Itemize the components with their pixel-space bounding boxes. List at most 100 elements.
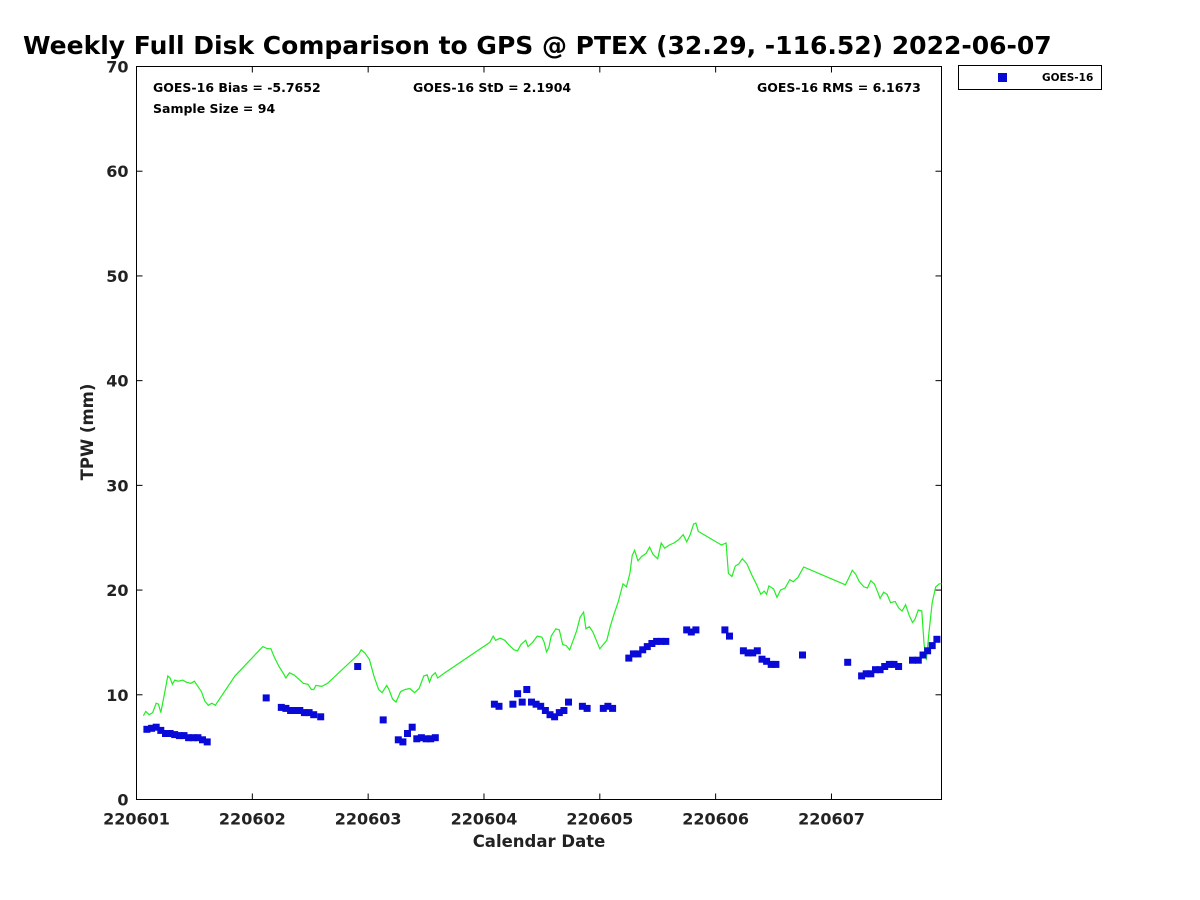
goes-point bbox=[495, 702, 503, 710]
y-tick-label: 70 bbox=[106, 58, 128, 77]
goes-point bbox=[490, 700, 498, 708]
legend-marker bbox=[998, 73, 1007, 82]
goes-point bbox=[180, 732, 188, 740]
y-tick-label: 0 bbox=[117, 791, 128, 810]
goes-point bbox=[422, 735, 430, 743]
goes-point bbox=[881, 663, 889, 670]
goes-point bbox=[427, 735, 435, 743]
legend: GOES-16 bbox=[958, 65, 1102, 90]
goes-point bbox=[399, 738, 407, 746]
goes-point bbox=[143, 725, 151, 733]
x-tick-label: 220601 bbox=[103, 810, 170, 829]
goes-point bbox=[643, 643, 651, 651]
rms-stat: GOES-16 RMS = 6.1673 bbox=[757, 80, 921, 95]
goes-point bbox=[726, 632, 733, 640]
goes-point bbox=[546, 711, 554, 719]
goes-point bbox=[919, 651, 927, 659]
goes-point bbox=[194, 734, 202, 742]
goes-point bbox=[203, 738, 211, 746]
goes-point bbox=[763, 657, 771, 665]
goes-point bbox=[639, 646, 647, 654]
goes-point bbox=[310, 711, 318, 719]
goes-point bbox=[772, 660, 780, 668]
goes-point bbox=[528, 698, 535, 706]
goes-point bbox=[692, 626, 700, 634]
goes-point bbox=[867, 670, 875, 678]
x-tick-label: 220603 bbox=[335, 810, 402, 829]
goes-point bbox=[653, 637, 661, 645]
goes-point bbox=[166, 730, 174, 737]
goes-point bbox=[148, 724, 156, 732]
x-tick-label: 220602 bbox=[219, 810, 286, 829]
goes-point bbox=[683, 626, 691, 634]
goes-point bbox=[885, 660, 893, 668]
y-tick-label: 50 bbox=[106, 267, 128, 286]
goes-point bbox=[578, 702, 586, 710]
goes-point bbox=[317, 713, 325, 721]
x-tick-label: 220607 bbox=[798, 810, 865, 829]
goes-point bbox=[914, 656, 922, 664]
goes-point bbox=[532, 700, 540, 708]
goes-point bbox=[555, 709, 563, 717]
goes-point bbox=[300, 709, 308, 717]
gps-line bbox=[142, 522, 942, 716]
plot-frame bbox=[136, 66, 942, 800]
goes-point bbox=[157, 726, 165, 734]
chart-title: Weekly Full Disk Comparison to GPS @ PTE… bbox=[23, 31, 1052, 60]
x-tick-label: 220604 bbox=[451, 810, 518, 829]
goes-point bbox=[305, 709, 313, 717]
goes-point bbox=[514, 690, 522, 698]
y-axis-label: TPW (mm) bbox=[78, 384, 97, 481]
goes-point bbox=[687, 628, 695, 636]
goes-point bbox=[394, 736, 402, 744]
goes-point bbox=[767, 660, 775, 668]
goes-point bbox=[604, 702, 612, 710]
x-tick-label: 220606 bbox=[682, 810, 749, 829]
goes-point bbox=[599, 704, 607, 712]
goes-point bbox=[799, 651, 806, 659]
goes-point bbox=[277, 703, 285, 711]
legend-box bbox=[958, 65, 1102, 90]
x-axis: 220601 220602 220603 220604 220605 220606 2206… bbox=[103, 66, 865, 829]
goes-point bbox=[551, 713, 559, 721]
goes-point bbox=[634, 650, 642, 658]
goes-point bbox=[648, 640, 656, 647]
goes-point bbox=[199, 736, 206, 744]
goes-point bbox=[753, 647, 761, 655]
goes-point bbox=[287, 707, 295, 714]
goes-point bbox=[171, 731, 179, 739]
goes-point bbox=[862, 670, 870, 678]
goes-point bbox=[523, 686, 531, 693]
goes-point bbox=[541, 707, 549, 714]
goes-point bbox=[565, 698, 572, 706]
goes-point bbox=[928, 642, 936, 650]
goes-point bbox=[662, 637, 670, 645]
sample-size-stat: Sample Size = 94 bbox=[153, 101, 275, 116]
goes-point bbox=[876, 666, 884, 674]
bias-stat: GOES-16 Bias = -5.7652 bbox=[153, 80, 321, 95]
x-tick-label: 220605 bbox=[566, 810, 633, 829]
goes-point bbox=[162, 730, 169, 737]
y-tick-label: 10 bbox=[106, 686, 128, 705]
goes-point bbox=[189, 734, 197, 742]
goes-point bbox=[609, 704, 617, 712]
goes-point bbox=[537, 702, 545, 710]
goes-point bbox=[858, 672, 866, 680]
y-axis: 0 10 20 30 40 50 60 70 bbox=[106, 58, 942, 810]
goes-point bbox=[583, 704, 591, 712]
goes-point bbox=[560, 707, 568, 714]
goes-point bbox=[895, 663, 903, 670]
legend-label: GOES-16 bbox=[1042, 72, 1093, 84]
goes-point bbox=[185, 734, 193, 742]
std-stat: GOES-16 StD = 2.1904 bbox=[413, 80, 571, 95]
goes-point bbox=[417, 734, 425, 742]
goes-point bbox=[890, 660, 898, 668]
goes-point bbox=[175, 732, 183, 740]
goes-point bbox=[657, 637, 665, 645]
goes-point bbox=[844, 658, 852, 666]
goes-point bbox=[408, 723, 416, 731]
goes-point bbox=[354, 663, 362, 670]
y-tick-label: 20 bbox=[106, 581, 128, 600]
goes-point bbox=[282, 704, 290, 712]
